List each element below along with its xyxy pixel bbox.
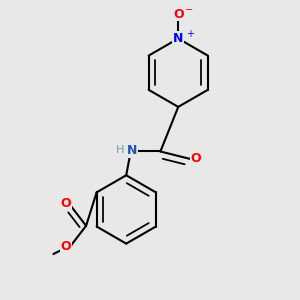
Text: O: O (173, 8, 184, 21)
Text: N: N (173, 32, 183, 45)
Text: −: − (185, 5, 193, 15)
Text: H: H (116, 145, 124, 155)
Text: O: O (61, 197, 71, 210)
Text: N: N (127, 144, 137, 157)
Text: O: O (61, 240, 71, 254)
Text: O: O (191, 152, 201, 165)
Text: +: + (186, 29, 194, 39)
